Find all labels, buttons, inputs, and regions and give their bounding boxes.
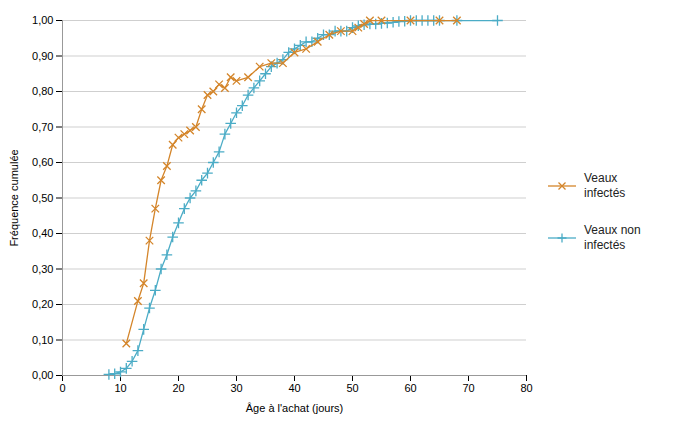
svg-text:20: 20 — [172, 382, 184, 394]
svg-text:60: 60 — [404, 382, 416, 394]
svg-text:30: 30 — [230, 382, 242, 394]
svg-text:0,90: 0,90 — [32, 50, 53, 62]
svg-text:0,80: 0,80 — [32, 85, 53, 97]
svg-text:10: 10 — [114, 382, 126, 394]
svg-text:0: 0 — [59, 382, 65, 394]
svg-text:50: 50 — [346, 382, 358, 394]
html-text:Veaux non infectés: Veaux non infectés — [584, 222, 641, 252]
svg-text:Âge à l'achat (jours): Âge à l'achat (jours) — [246, 402, 343, 414]
svg-text:0,30: 0,30 — [32, 263, 53, 275]
svg-text:0,10: 0,10 — [32, 334, 53, 346]
svg-text:1,00: 1,00 — [32, 14, 53, 26]
svg-text:70: 70 — [462, 382, 474, 394]
svg-text:40: 40 — [288, 382, 300, 394]
html-text:Veaux infectés: Veaux infectés — [584, 170, 626, 200]
svg-text:0,60: 0,60 — [32, 156, 53, 168]
svg-text:0,70: 0,70 — [32, 121, 53, 133]
svg-text:0,40: 0,40 — [32, 227, 53, 239]
svg-text:0,00: 0,00 — [32, 369, 53, 381]
svg-text:0,20: 0,20 — [32, 298, 53, 310]
svg-text:80: 80 — [520, 382, 532, 394]
svg-text:0,50: 0,50 — [32, 192, 53, 204]
svg-text:Fréquence cumulée: Fréquence cumulée — [8, 149, 20, 246]
